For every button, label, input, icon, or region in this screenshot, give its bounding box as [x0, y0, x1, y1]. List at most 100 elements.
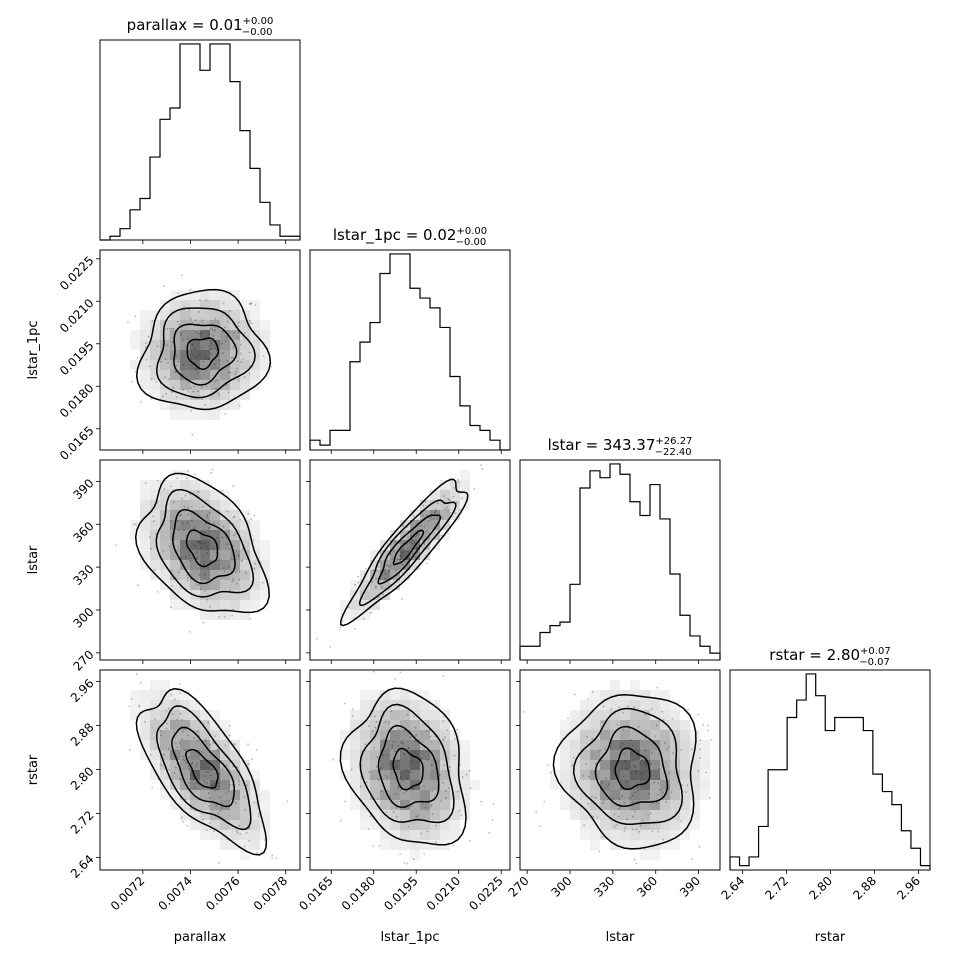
sample-point [607, 783, 610, 785]
sample-point [270, 365, 273, 368]
density-cell [220, 510, 230, 520]
density-cell [150, 550, 160, 560]
sample-point [253, 801, 256, 804]
sample-point [206, 514, 209, 517]
density-cell [190, 740, 200, 750]
density-cell [370, 710, 380, 720]
sample-point [707, 729, 709, 732]
density-cell [210, 540, 220, 550]
sample-point [228, 724, 231, 727]
density-cell [210, 800, 220, 810]
density-cell [700, 740, 710, 750]
sample-point [587, 697, 590, 700]
sample-point [441, 517, 443, 519]
density-cell [200, 710, 210, 720]
density-cell [190, 390, 200, 400]
sample-point [228, 734, 231, 737]
density-cell [210, 590, 220, 600]
sample-point [397, 785, 400, 788]
sample-point [250, 518, 253, 521]
sample-point [407, 825, 410, 828]
density-cell [150, 370, 160, 380]
sample-point [181, 274, 183, 277]
sample-point [172, 731, 175, 734]
y-tick-label: 270 [70, 648, 96, 674]
sample-point [443, 764, 445, 767]
sample-point [204, 775, 207, 778]
density-cell [170, 530, 180, 540]
sample-point [206, 598, 209, 601]
density-cell [400, 780, 410, 790]
density-cell [220, 530, 230, 540]
density-cell [610, 740, 620, 750]
density-cell [410, 840, 420, 850]
sample-point [190, 318, 193, 321]
sample-point [623, 829, 626, 832]
density-cell [360, 610, 370, 620]
density-cell [400, 710, 410, 720]
sample-point [234, 743, 236, 746]
density-cell [400, 540, 410, 550]
density-cell [220, 800, 230, 810]
density-cell [590, 730, 600, 740]
sample-point [144, 720, 146, 723]
density-cell [200, 540, 210, 550]
sample-point [208, 605, 211, 608]
scatter-panel-rstar-vs-lstar: 270 300 330 360 390 [506, 669, 721, 900]
density-cell [250, 580, 260, 590]
density-cell [250, 570, 260, 580]
density-cell [430, 710, 440, 720]
density-cell [200, 720, 210, 730]
density-cell [580, 740, 590, 750]
density-cell [220, 340, 230, 350]
y-tick-label: 0.0180 [57, 381, 97, 421]
density-cell [580, 820, 590, 830]
sample-point [238, 780, 240, 782]
density-cell [240, 590, 250, 600]
density-cell [450, 730, 460, 740]
density-cell [680, 800, 690, 810]
density-cell [260, 320, 270, 330]
contour-line [392, 747, 424, 791]
sample-point [438, 774, 441, 777]
sample-point [491, 819, 494, 822]
density-cell [350, 770, 360, 780]
density-cell [600, 780, 610, 790]
density-cell [210, 720, 220, 730]
density-cell [380, 720, 390, 730]
density-cell [230, 330, 240, 340]
density-cell [240, 510, 250, 520]
sample-point [457, 478, 459, 481]
sample-point [572, 756, 575, 759]
sample-point [232, 485, 235, 487]
density-cell [350, 730, 360, 740]
density-cell [430, 520, 440, 530]
density-cell [640, 760, 650, 770]
density-cell [610, 790, 620, 800]
density-cell [180, 300, 190, 310]
sample-point [374, 715, 376, 718]
sample-point [214, 380, 217, 383]
density-cell [230, 540, 240, 550]
sample-point [539, 825, 541, 827]
density-cell [160, 540, 170, 550]
sample-point [151, 786, 154, 789]
sample-point [168, 327, 171, 330]
density-cell [560, 740, 570, 750]
density-cell [160, 680, 170, 690]
density-cell [380, 780, 390, 790]
density-cell [620, 810, 630, 820]
sample-point [219, 809, 222, 812]
density-cell [240, 570, 250, 580]
density-cell [190, 350, 200, 360]
density-cell [140, 520, 150, 530]
density-cell [230, 550, 240, 560]
density-cell [180, 350, 190, 360]
density-cell [440, 780, 450, 790]
sample-point [392, 549, 395, 552]
sample-point [152, 520, 155, 523]
density-cell [670, 770, 680, 780]
sample-point [359, 785, 362, 787]
density-cell [260, 360, 270, 370]
density-cell [680, 790, 690, 800]
